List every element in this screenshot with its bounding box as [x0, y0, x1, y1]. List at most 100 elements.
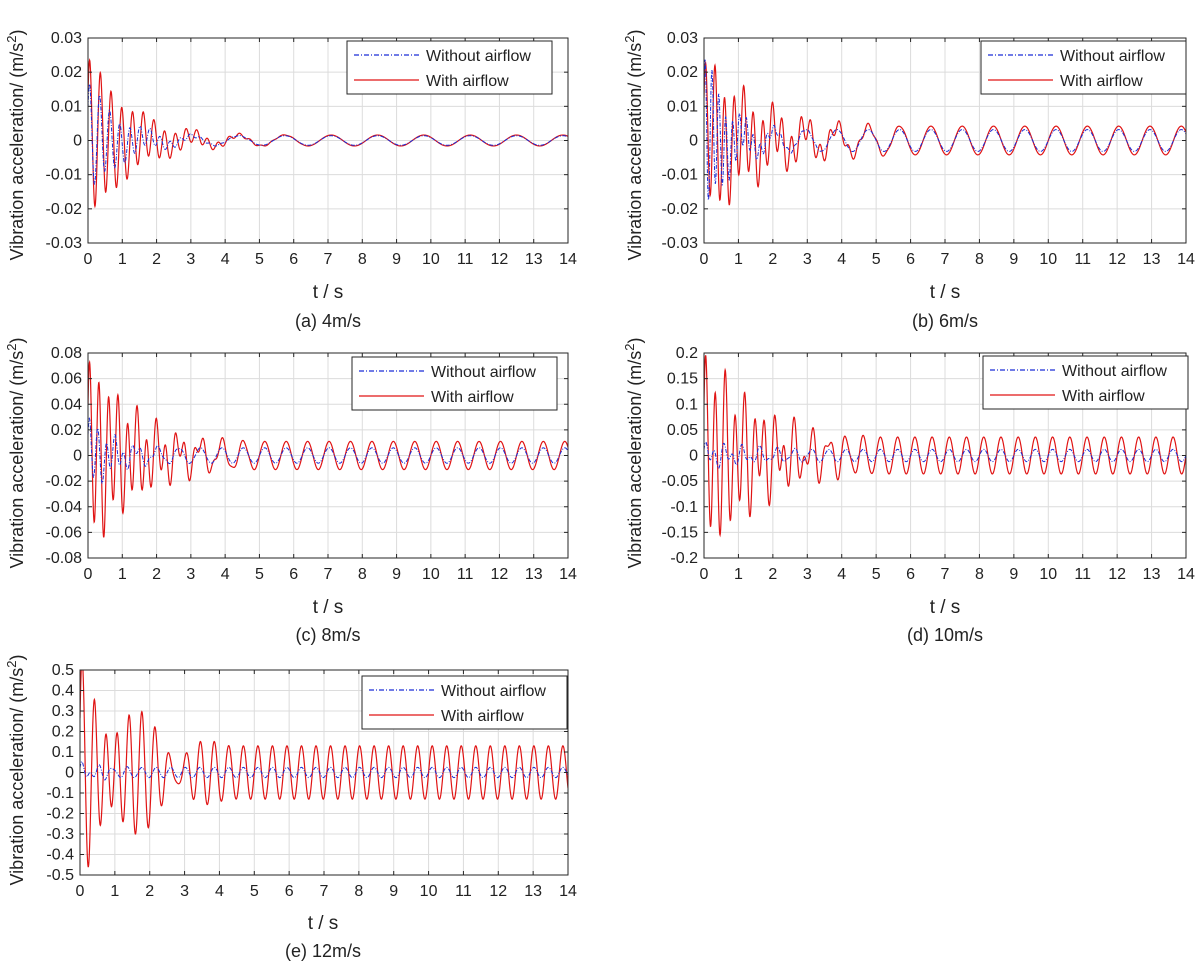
x-tick-label: 0: [76, 883, 85, 900]
y-tick-label: -0.06: [46, 524, 83, 541]
y-axis-label: Vibration acceleration/ (m/s2): [622, 29, 645, 260]
x-tick-label: 11: [1074, 251, 1091, 268]
y-tick-label: 0.15: [667, 371, 698, 388]
y-axis-label: Vibration acceleration/ (m/s2): [4, 337, 27, 568]
y-tick-label: -0.2: [46, 806, 74, 823]
plot-area: [88, 359, 568, 538]
x-tick-label: 11: [457, 566, 474, 583]
plot-area: [704, 355, 1186, 538]
y-tick-label: 0: [73, 133, 82, 150]
y-tick-label: 0: [689, 133, 698, 150]
x-tick-label: 13: [525, 566, 543, 583]
y-tick-label: 0.4: [52, 683, 74, 700]
x-tick-label: 1: [734, 566, 743, 583]
x-tick-label: 0: [700, 566, 709, 583]
x-tick-label: 0: [84, 251, 93, 268]
series-line-without-airflow: [704, 441, 1186, 469]
y-tick-label: -0.1: [46, 785, 74, 802]
x-tick-label: 4: [837, 566, 846, 583]
y-tick-label: 0.02: [51, 64, 82, 81]
y-tick-label: 0: [73, 448, 82, 465]
x-tick-label: 9: [1009, 251, 1018, 268]
x-tick-label: 1: [734, 251, 743, 268]
x-tick-label: 2: [152, 251, 161, 268]
x-tick-label: 3: [186, 566, 195, 583]
x-tick-label: 10: [420, 883, 438, 900]
chart-panel-e: 0 1 2 3 4 5 6 7 8 9 10 11 12 13 14-0.5-0.4-0.3-0.2-0.1…: [4, 654, 577, 961]
y-tick-label: -0.04: [46, 499, 83, 516]
panel-caption: (a) 4m/s: [295, 311, 361, 331]
x-tick-label: 6: [289, 566, 298, 583]
x-tick-label: 5: [872, 566, 881, 583]
plot-area: [704, 59, 1186, 206]
x-tick-label: 5: [255, 566, 264, 583]
legend-label-with-airflow: With airflow: [441, 708, 524, 725]
y-tick-label: 0.1: [676, 396, 698, 413]
x-tick-label: 10: [1039, 566, 1057, 583]
y-tick-label: -0.15: [662, 524, 699, 541]
x-tick-label: 7: [320, 883, 329, 900]
y-tick-label: 0.01: [667, 98, 698, 115]
y-tick-label: 0.04: [51, 396, 82, 413]
series-line-with-airflow: [80, 670, 568, 868]
y-axis-label: Vibration acceleration/ (m/s2): [622, 337, 645, 568]
legend-label-without-airflow: Without airflow: [426, 48, 531, 65]
chart-panel-b: 0 1 2 3 4 5 6 7 8 9 10 11 12 13 14-0.03-0.02-0.0100.01…: [622, 29, 1195, 331]
legend-label-with-airflow: With airflow: [1060, 73, 1143, 90]
axis-ticks: 0 1 2 3 4 5 6 7 8 9 10 11 12 13 14-0.5-0.4-0.3-0.2-0.1…: [46, 662, 577, 900]
plot-area: [88, 58, 568, 209]
y-tick-label: -0.02: [46, 473, 83, 490]
legend-box: [980, 40, 1187, 95]
panel-caption: (b) 6m/s: [912, 311, 978, 331]
x-tick-label: 9: [392, 251, 401, 268]
x-tick-label: 1: [110, 883, 119, 900]
x-tick-label: 14: [1177, 566, 1195, 583]
series-line-with-airflow: [88, 359, 568, 538]
y-tick-label: 0.08: [51, 345, 82, 362]
x-tick-label: 9: [1009, 566, 1018, 583]
y-tick-label: -0.03: [46, 235, 83, 252]
y-tick-label: 0.2: [676, 345, 698, 362]
x-tick-label: 14: [559, 883, 577, 900]
legend: Without airflow With airflow: [361, 675, 568, 730]
x-axis-label: t / s: [313, 597, 344, 618]
x-tick-label: 4: [215, 883, 224, 900]
x-tick-label: 12: [1108, 566, 1126, 583]
x-tick-label: 1: [118, 251, 127, 268]
x-tick-label: 9: [392, 566, 401, 583]
x-tick-label: 10: [1039, 251, 1057, 268]
panel-caption: (e) 12m/s: [285, 941, 361, 961]
y-tick-label: -0.05: [662, 473, 699, 490]
series-line-with-airflow: [704, 60, 1186, 206]
y-tick-label: 0.02: [667, 64, 698, 81]
legend-label-with-airflow: With airflow: [426, 73, 509, 90]
x-tick-label: 11: [457, 251, 474, 268]
y-tick-label: 0: [689, 448, 698, 465]
series-line-without-airflow: [88, 417, 568, 485]
x-tick-label: 7: [941, 251, 950, 268]
y-tick-label: -0.03: [662, 235, 699, 252]
y-tick-label: 0.06: [51, 371, 82, 388]
x-tick-label: 7: [324, 251, 333, 268]
y-tick-label: -0.3: [46, 826, 74, 843]
x-tick-label: 11: [455, 883, 472, 900]
x-tick-label: 6: [906, 251, 915, 268]
y-axis-label: Vibration acceleration/ (m/s2): [4, 654, 27, 885]
x-tick-label: 13: [524, 883, 542, 900]
x-tick-label: 8: [354, 883, 363, 900]
y-tick-label: -0.5: [46, 867, 74, 884]
y-tick-label: 0.03: [51, 30, 82, 47]
x-tick-label: 12: [1108, 251, 1126, 268]
series-line-with-airflow: [88, 58, 568, 209]
x-tick-label: 13: [525, 251, 543, 268]
x-tick-label: 2: [768, 566, 777, 583]
axis-ticks: 0 1 2 3 4 5 6 7 8 9 10 11 12 13 14-0.03-0.02-0.0100.01…: [662, 30, 1195, 268]
legend-box: [346, 40, 553, 95]
x-axis-label: t / s: [930, 282, 961, 303]
x-tick-label: 4: [837, 251, 846, 268]
y-tick-label: -0.1: [670, 499, 698, 516]
y-tick-label: 0.03: [667, 30, 698, 47]
y-tick-label: -0.01: [46, 167, 83, 184]
legend-label-without-airflow: Without airflow: [431, 364, 536, 381]
legend: Without airflow With airflow: [346, 40, 553, 95]
